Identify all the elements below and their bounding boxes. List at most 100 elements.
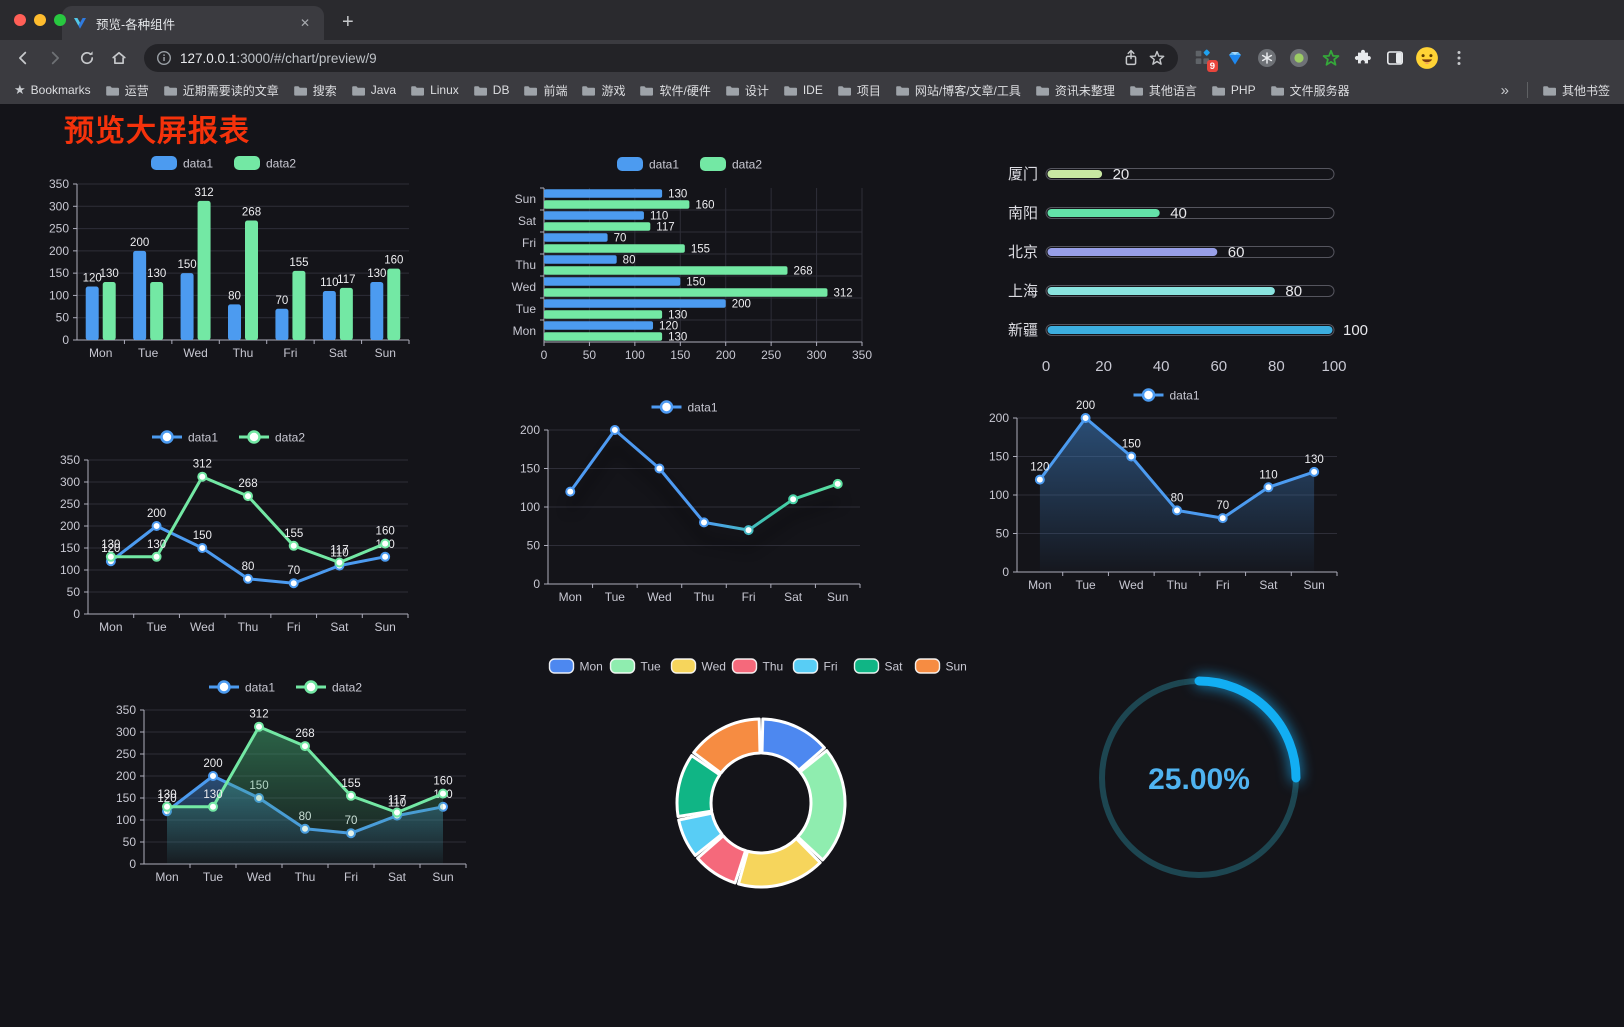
svg-text:200: 200 (716, 348, 736, 362)
bookmarks-root[interactable]: ★ Bookmarks (14, 82, 91, 98)
bookmark-folder-label: 其他语言 (1148, 83, 1197, 98)
minimize-window-button[interactable] (34, 14, 46, 26)
svg-text:0: 0 (533, 577, 540, 591)
tab-close-icon[interactable]: ✕ (299, 16, 310, 30)
svg-text:155: 155 (341, 778, 360, 790)
bookmark-folder[interactable]: PHP (1211, 83, 1256, 97)
forward-button[interactable] (40, 46, 70, 70)
svg-text:150: 150 (60, 541, 80, 555)
bookmark-folder[interactable]: 游戏 (581, 82, 625, 99)
reload-button[interactable] (72, 46, 102, 70)
home-button[interactable] (104, 46, 134, 70)
forward-arrow-icon (51, 51, 59, 65)
svg-text:300: 300 (60, 475, 80, 489)
bookmark-folder[interactable]: 搜索 (293, 82, 337, 99)
svg-text:新疆: 新疆 (1008, 322, 1038, 339)
back-button[interactable] (8, 46, 38, 70)
chart-progress-list[interactable]: 厦门 20 南阳 40 北京 60 上海 80 新疆 100 0 20 40 60 80 100 (988, 156, 1378, 384)
bookmark-folder[interactable]: 网站/博客/文章/工具 (895, 82, 1021, 99)
share-icon[interactable] (1122, 49, 1140, 67)
bookmark-folder[interactable]: 软件/硬件 (639, 82, 711, 99)
svg-text:150: 150 (1122, 439, 1141, 451)
browser-tab[interactable]: 预览-各种组件 ✕ (62, 6, 324, 40)
chart-line-gradient[interactable]: data1 0 50 100 150 200 Mon Tue Wed Thu Fri Sat Sun (498, 392, 876, 614)
bookmark-folder[interactable]: 项目 (837, 82, 881, 99)
svg-text:80: 80 (1268, 358, 1285, 375)
extension-gem-icon[interactable] (1222, 45, 1248, 71)
address-bar[interactable]: 127.0.0.1:3000/#/chart/preview/9 (144, 44, 1178, 72)
close-window-button[interactable] (14, 14, 26, 26)
extension-record-icon[interactable] (1286, 45, 1312, 71)
svg-text:Mon: Mon (155, 870, 178, 884)
bookmark-folder[interactable]: DB (473, 83, 509, 97)
svg-text:data1: data1 (188, 431, 218, 445)
svg-text:Tue: Tue (605, 590, 626, 604)
chart-area-grouped[interactable]: data1 data2 0 50 100 150 200 250 300 350 Mon Tue Wed… (98, 672, 478, 894)
chart-line-grouped[interactable]: data1 data2 0 50 100 150 200 250 300 350 Mon Tue Wed… (42, 422, 420, 644)
bookmark-folder-label: 软件/硬件 (659, 83, 711, 98)
svg-text:268: 268 (295, 728, 314, 740)
svg-text:0: 0 (541, 348, 548, 362)
bookmark-folder[interactable]: 近期需要读的文章 (163, 82, 279, 99)
bookmarks-star-icon: ★ (14, 82, 26, 97)
home-icon (112, 51, 126, 65)
folder-icon (838, 85, 851, 96)
svg-text:Thu: Thu (694, 590, 715, 604)
svg-text:80: 80 (1171, 492, 1184, 504)
browser-menu-icon[interactable] (1446, 45, 1472, 71)
svg-text:data1: data1 (649, 158, 679, 172)
svg-text:350: 350 (49, 177, 69, 191)
chart-hbar-grouped[interactable]: data1 data2 0 50 100 150 200 250 300 350 Sun 130 160… (498, 148, 886, 370)
svg-text:150: 150 (49, 266, 69, 280)
svg-text:117: 117 (330, 545, 348, 557)
extension-asterisk-icon[interactable] (1254, 45, 1280, 71)
svg-text:130: 130 (147, 268, 166, 280)
bookmark-folder[interactable]: 资讯未整理 (1035, 82, 1115, 99)
bookmark-star-icon[interactable] (1148, 49, 1166, 68)
bookmark-folder[interactable]: 其他语言 (1129, 82, 1197, 99)
svg-text:Tue: Tue (138, 346, 159, 360)
other-bookmarks-label: 其他书签 (1561, 83, 1610, 98)
page-info-icon[interactable] (156, 50, 172, 66)
chart-bar-grouped[interactable]: data1 data2 0 50 100 150 200 250 300 350 Mon Tue Wed… (35, 148, 417, 366)
extension-tabs-grid-icon[interactable]: 9 (1190, 45, 1218, 72)
svg-text:300: 300 (116, 725, 136, 739)
bookmark-folder[interactable]: Java (351, 83, 396, 97)
svg-text:Sat: Sat (784, 590, 803, 604)
svg-text:data1: data1 (688, 401, 718, 415)
extensions-puzzle-icon[interactable] (1350, 45, 1376, 71)
chart-canvas-area-grouped: data1 data2 0 50 100 150 200 250 300 350 Mon Tue Wed… (116, 680, 467, 884)
chart-donut[interactable]: Mon Tue Wed Thu Fri Sat Sun (548, 632, 968, 992)
bookmark-folder[interactable]: 设计 (725, 82, 769, 99)
folder-icon (1130, 85, 1143, 96)
bookmark-folder[interactable]: Linux (410, 83, 459, 97)
svg-text:120: 120 (83, 273, 102, 285)
bookmark-folder[interactable]: 运营 (105, 82, 149, 99)
svg-text:50: 50 (583, 348, 597, 362)
svg-text:100: 100 (49, 288, 69, 302)
svg-text:0: 0 (62, 333, 69, 347)
bookmark-folder[interactable]: 前端 (523, 82, 567, 99)
chart-canvas-area-single: data1 0 50 100 150 200 Mon Tue Wed Thu Fri Sat Sun 12… (989, 388, 1338, 592)
maximize-window-button[interactable] (54, 14, 66, 26)
svg-text:117: 117 (656, 222, 674, 234)
chart-area-single[interactable]: data1 0 50 100 150 200 Mon Tue Wed Thu Fri Sat Sun 12… (975, 380, 1363, 602)
svg-text:50: 50 (56, 311, 70, 325)
favicon-v-logo-icon (74, 18, 86, 29)
bookmarks-overflow-chevron[interactable]: » (1500, 81, 1509, 99)
other-bookmarks-folder[interactable]: 其他书签 (1542, 82, 1610, 99)
svg-text:200: 200 (60, 519, 80, 533)
svg-text:150: 150 (989, 450, 1009, 464)
bookmark-folder-label: 网站/博客/文章/工具 (914, 83, 1021, 98)
svg-text:Sat: Sat (330, 620, 349, 634)
side-panel-icon[interactable] (1382, 45, 1408, 71)
bookmark-folder[interactable]: 文件服务器 (1270, 82, 1350, 99)
profile-avatar[interactable] (1414, 45, 1440, 71)
back-arrow-icon (19, 51, 27, 65)
bookmark-folder[interactable]: IDE (783, 83, 823, 97)
new-tab-button[interactable]: + (342, 11, 354, 33)
svg-text:北京: 北京 (1008, 244, 1038, 261)
extension-green-star-icon[interactable] (1318, 45, 1344, 71)
chart-gauge[interactable]: 25.00% (1078, 657, 1320, 899)
svg-text:150: 150 (686, 277, 705, 289)
